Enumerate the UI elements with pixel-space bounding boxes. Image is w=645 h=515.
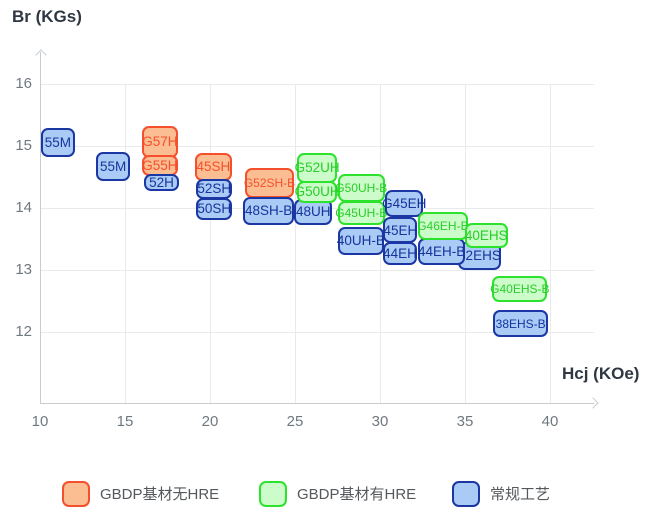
y-tick-label-12: 12: [15, 323, 32, 340]
x-tick-label-30: 30: [371, 413, 389, 430]
legend-item-gbdp-no-hre[interactable]: GBDP基材无HRE: [62, 480, 219, 507]
gridline-y-16: [40, 84, 594, 85]
grade-box-g50uh: G50UH: [295, 180, 340, 204]
grade-box-55m: 55M: [40, 128, 75, 158]
grade-box-g52sh-b: G52SH-B: [244, 167, 295, 199]
grade-box-38ehs-b: 38EHS-B: [493, 310, 549, 337]
grade-box-52sh: 52SH: [196, 179, 233, 199]
grade-box-45eh: 45EH: [383, 217, 418, 244]
grade-box-g55h: G55H: [142, 155, 178, 176]
gridline-y-15: [40, 146, 594, 147]
x-axis-arrow-icon: [587, 397, 599, 409]
grade-box-55m: 55M: [96, 152, 131, 181]
y-tick-label-14: 14: [15, 199, 32, 216]
grade-box-48sh-b: 48SH-B: [243, 196, 295, 225]
y-tick-label-13: 13: [15, 261, 32, 278]
x-axis-line: [40, 403, 594, 404]
legend-swatch-orange: [62, 480, 90, 507]
legend-item-conventional[interactable]: 常规工艺: [452, 480, 550, 507]
grade-box-52h: 52H: [143, 173, 180, 192]
grade-box-50sh: 50SH: [196, 198, 233, 221]
gridline-x-40: [550, 84, 551, 403]
grade-box-g45uh-b: G45UH-B: [335, 200, 387, 225]
y-tick-label-16: 16: [15, 75, 32, 92]
gridline-y-12: [40, 332, 594, 333]
grade-box-g57h: G57H: [142, 126, 178, 158]
grade-box-g45eh: G45EH: [382, 190, 426, 218]
grade-box-40ehs: 40EHS: [465, 222, 508, 249]
legend-label: GBDP基材无HRE: [100, 486, 220, 503]
grade-box-45sh: 45SH: [194, 152, 233, 181]
legend-label: 常规工艺: [490, 486, 551, 503]
x-tick-label-10: 10: [31, 413, 49, 430]
legend-label: GBDP基材有HRE: [297, 486, 417, 503]
y-axis-arrow-icon: [35, 49, 47, 61]
legend-swatch-blue: [452, 480, 480, 507]
grade-box-g40ehs-b: G40EHS-B: [490, 276, 550, 303]
x-tick-label-40: 40: [541, 413, 559, 430]
legend: GBDP基材无HRE GBDP基材有HRE 常规工艺: [0, 480, 645, 510]
x-tick-label-25: 25: [286, 413, 304, 430]
gridline-x-20: [210, 84, 211, 403]
grade-box-g52uh: G52UH: [295, 152, 340, 184]
grade-box-48uh: 48UH: [294, 198, 333, 225]
x-axis-title: Hcj (KOe): [562, 364, 640, 383]
gridline-y-13: [40, 270, 594, 271]
grade-box-g50uh-b: G50UH-B: [335, 173, 387, 202]
y-tick-label-15: 15: [15, 137, 32, 154]
legend-swatch-green: [259, 480, 287, 507]
grade-box-40uh-b: 40UH-B: [337, 227, 385, 256]
y-axis-line: [40, 52, 41, 403]
grade-box-44eh: 44EH: [382, 242, 418, 266]
grade-box-g46eh-b: G46EH-B: [417, 211, 469, 241]
x-tick-label-15: 15: [116, 413, 134, 430]
gridline-x-15: [125, 84, 126, 403]
x-tick-label-35: 35: [456, 413, 474, 430]
y-axis-title: Br (KGs): [12, 7, 82, 26]
legend-item-gbdp-hre[interactable]: GBDP基材有HRE: [259, 480, 416, 507]
gridline-x-25: [295, 84, 296, 403]
grade-box-44eh-b: 44EH-B: [418, 237, 465, 266]
x-tick-label-20: 20: [201, 413, 219, 430]
